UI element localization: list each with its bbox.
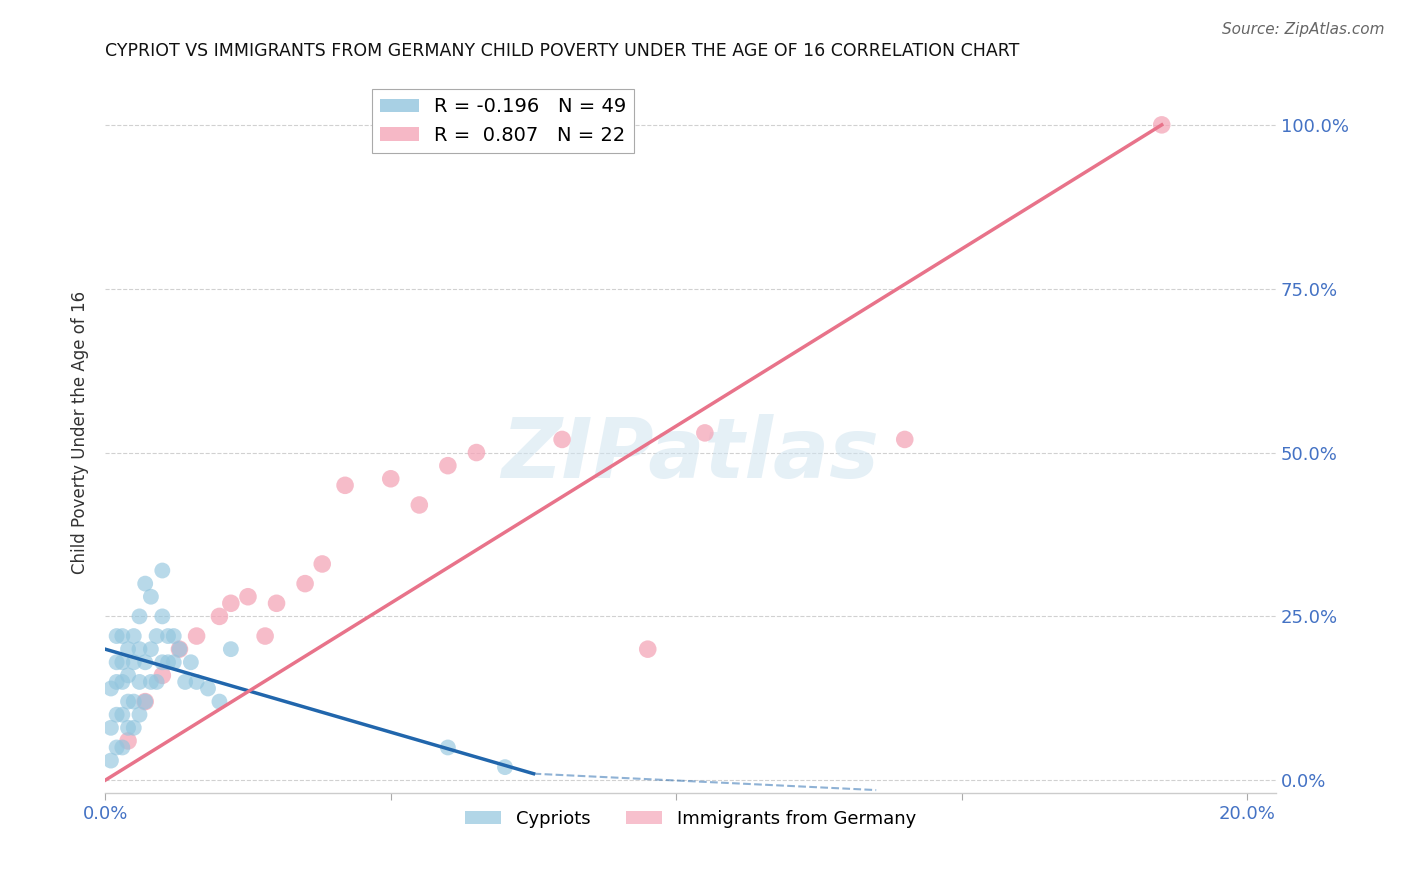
Point [105, 629, 128, 643]
Point [174, 674, 197, 689]
Point [163, 629, 186, 643]
Point [437, 458, 460, 473]
Point [122, 655, 145, 669]
Point [186, 629, 208, 643]
Point [494, 760, 516, 774]
Text: ZIPatlas: ZIPatlas [502, 414, 880, 495]
Point [111, 707, 134, 722]
Point [437, 740, 460, 755]
Point [380, 472, 402, 486]
Point [105, 674, 128, 689]
Point [219, 596, 242, 610]
Point [105, 740, 128, 755]
Point [128, 609, 150, 624]
Point [117, 642, 139, 657]
Point [693, 425, 716, 440]
Point [122, 629, 145, 643]
Point [294, 576, 316, 591]
Point [236, 590, 259, 604]
Point [254, 629, 277, 643]
Point [186, 674, 208, 689]
Point [408, 498, 430, 512]
Point [150, 668, 173, 682]
Point [128, 642, 150, 657]
Point [105, 707, 128, 722]
Point [1150, 118, 1173, 132]
Point [134, 695, 156, 709]
Point [139, 590, 162, 604]
Point [150, 564, 173, 578]
Y-axis label: Child Poverty Under the Age of 16: Child Poverty Under the Age of 16 [72, 292, 89, 574]
Point [134, 695, 156, 709]
Point [163, 655, 186, 669]
Point [105, 655, 128, 669]
Point [465, 445, 488, 459]
Point [219, 642, 242, 657]
Point [197, 681, 219, 696]
Point [111, 674, 134, 689]
Point [128, 674, 150, 689]
Point [551, 433, 574, 447]
Point [122, 695, 145, 709]
Point [139, 674, 162, 689]
Point [169, 642, 191, 657]
Point [117, 721, 139, 735]
Point [157, 629, 180, 643]
Point [637, 642, 659, 657]
Point [266, 596, 288, 610]
Legend: Cypriots, Immigrants from Germany: Cypriots, Immigrants from Germany [458, 802, 924, 835]
Point [208, 609, 231, 624]
Point [150, 655, 173, 669]
Point [145, 674, 167, 689]
Point [333, 478, 356, 492]
Text: CYPRIOT VS IMMIGRANTS FROM GERMANY CHILD POVERTY UNDER THE AGE OF 16 CORRELATION: CYPRIOT VS IMMIGRANTS FROM GERMANY CHILD… [105, 42, 1019, 60]
Point [117, 695, 139, 709]
Point [134, 576, 156, 591]
Point [150, 609, 173, 624]
Point [139, 642, 162, 657]
Point [311, 557, 333, 571]
Point [122, 721, 145, 735]
Point [100, 721, 122, 735]
Point [128, 707, 150, 722]
Point [100, 681, 122, 696]
Point [157, 655, 180, 669]
Point [208, 695, 231, 709]
Point [180, 655, 202, 669]
Point [134, 655, 156, 669]
Point [111, 629, 134, 643]
Text: Source: ZipAtlas.com: Source: ZipAtlas.com [1222, 22, 1385, 37]
Point [111, 655, 134, 669]
Point [100, 754, 122, 768]
Point [169, 642, 191, 657]
Point [145, 629, 167, 643]
Point [117, 668, 139, 682]
Point [893, 433, 915, 447]
Point [117, 734, 139, 748]
Point [111, 740, 134, 755]
